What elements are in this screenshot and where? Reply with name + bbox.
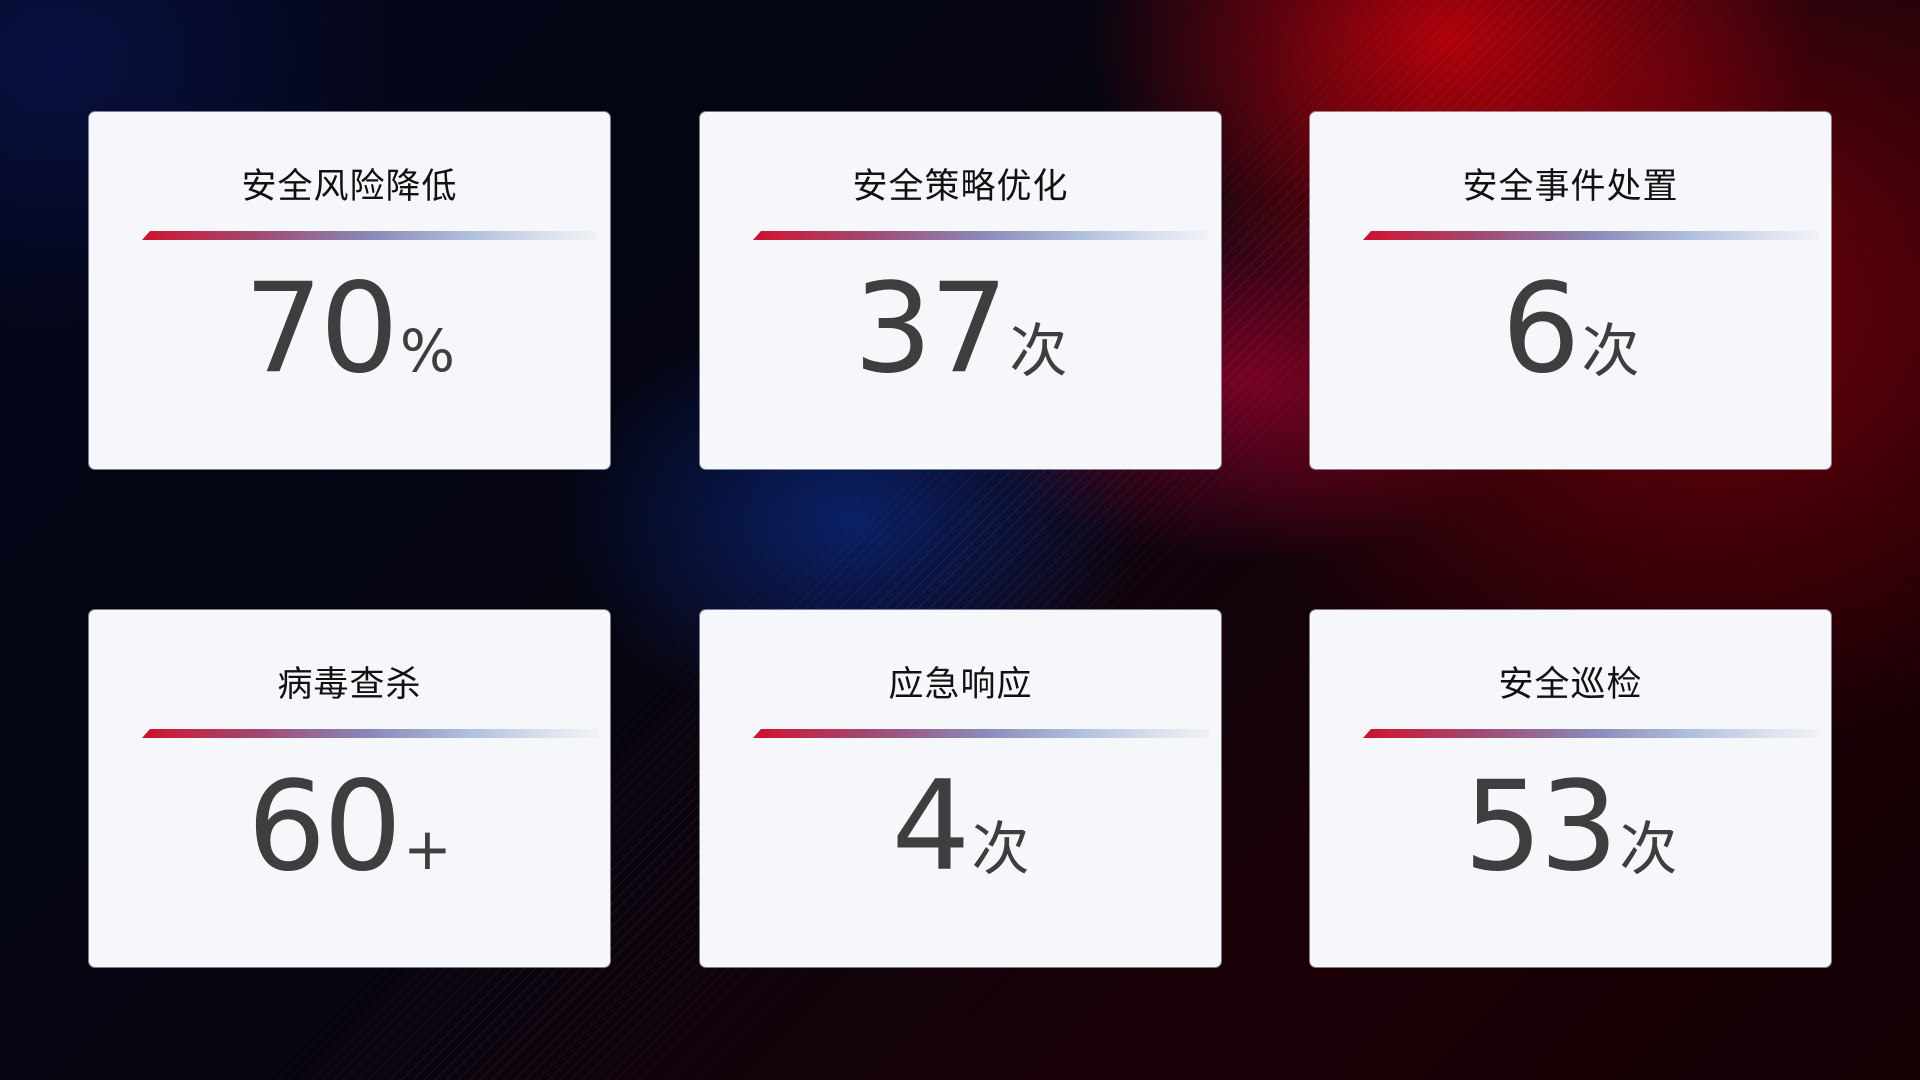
gradient-divider (1363, 729, 1819, 738)
card-value: 6次 (1310, 267, 1831, 391)
card-value: 70% (89, 267, 610, 391)
value-number: 4 (891, 755, 971, 899)
card-title: 安全风险降低 (241, 167, 458, 207)
card-title: 应急响应 (888, 665, 1033, 705)
gradient-divider (1363, 231, 1819, 240)
stat-card-policy-optimization: 安全策略优化 37次 (700, 112, 1221, 469)
card-title: 安全事件处置 (1462, 167, 1679, 207)
stat-card-incident-handling: 安全事件处置 6次 (1310, 112, 1831, 469)
stat-card-emergency-response: 应急响应 4次 (700, 610, 1221, 967)
value-unit: + (403, 815, 452, 883)
card-title: 安全巡检 (1498, 665, 1643, 705)
stat-card-security-inspection: 安全巡检 53次 (1310, 610, 1831, 967)
value-unit: 次 (1009, 317, 1068, 385)
gradient-divider (753, 729, 1209, 738)
card-title: 病毒查杀 (277, 665, 422, 705)
card-value: 4次 (700, 765, 1221, 889)
value-number: 53 (1463, 755, 1619, 899)
stat-card-risk-reduction: 安全风险降低 70% (89, 112, 610, 469)
stat-card-virus-removal: 病毒查杀 60+ (89, 610, 610, 967)
value-unit: 次 (971, 815, 1030, 883)
card-value: 53次 (1310, 765, 1831, 889)
value-unit: % (399, 317, 455, 385)
card-value: 60+ (89, 765, 610, 889)
gradient-divider (753, 231, 1209, 240)
gradient-divider (142, 729, 598, 738)
value-number: 70 (244, 257, 399, 401)
value-number: 6 (1501, 257, 1581, 401)
card-title: 安全策略优化 (852, 167, 1069, 207)
value-unit: 次 (1619, 815, 1678, 883)
value-number: 37 (853, 257, 1009, 401)
value-number: 60 (247, 755, 402, 899)
value-unit: 次 (1581, 317, 1640, 385)
card-value: 37次 (700, 267, 1221, 391)
gradient-divider (142, 231, 598, 240)
